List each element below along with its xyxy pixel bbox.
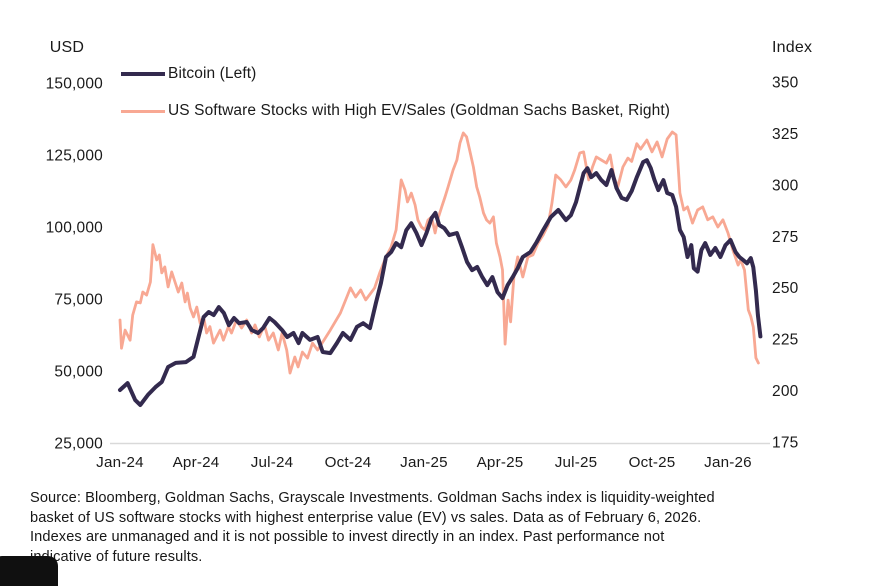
bitcoin-line-series: [118, 158, 763, 407]
right-axis-title: Index: [772, 39, 813, 56]
legend-label-bitcoin: Bitcoin (Left): [168, 65, 257, 82]
right-axis-tick-label: 200: [772, 383, 799, 400]
source-note-line: indicative of future results.: [30, 548, 203, 565]
source-note: Source: Bloomberg, Goldman Sachs, Graysc…: [30, 489, 870, 567]
x-axis-tick-label: Jul-24: [251, 454, 294, 471]
left-axis-tick-label: 150,000: [46, 76, 104, 93]
corner-tab: [0, 556, 58, 586]
left-axis-tick-label: 50,000: [54, 364, 103, 381]
x-axis-tick-label: Jan-25: [400, 454, 448, 471]
right-axis-tick-label: 275: [772, 229, 798, 246]
right-axis-tick-label: 250: [772, 280, 799, 297]
bitcoin-line-swatch-icon: [121, 71, 165, 77]
source-note-line: Indexes are unmanaged and it is not poss…: [30, 529, 665, 545]
right-axis-tick-label: 350: [772, 75, 799, 92]
right-axis-tick-label: 225: [772, 332, 798, 349]
x-axis-tick-label: Jan-24: [96, 454, 144, 471]
left-axis-tick-label: 100,000: [46, 220, 104, 237]
x-axis-tick-label: Oct-24: [325, 454, 372, 471]
left-axis-tick-label: 125,000: [46, 148, 104, 165]
x-axis-tick-label: Apr-24: [173, 454, 220, 471]
legend-label-software: US Software Stocks with High EV/Sales (G…: [168, 102, 671, 119]
legend-item-bitcoin: Bitcoin (Left): [121, 65, 257, 82]
left-axis-title: USD: [49, 39, 85, 56]
source-note-line: basket of US software stocks with highes…: [30, 509, 702, 526]
software-line-series: [118, 130, 760, 375]
software-line-swatch-icon: [121, 109, 165, 113]
x-axis-tick-label: Jan-26: [704, 454, 752, 471]
x-axis-tick-label: Oct-25: [629, 454, 676, 471]
right-axis-tick-label: 175: [772, 435, 798, 452]
left-axis-tick-label: 75,000: [54, 292, 103, 309]
page: { "left_axis_title": "USD", "right_axis_…: [0, 39, 870, 586]
source-note-line: Source: Bloomberg, Goldman Sachs, Graysc…: [30, 490, 715, 506]
right-axis-tick-label: 300: [772, 177, 799, 194]
legend-item-software: US Software Stocks with High EV/Sales (G…: [121, 102, 671, 119]
left-axis-tick-label: 25,000: [54, 436, 103, 453]
right-axis-tick-label: 325: [772, 126, 798, 143]
x-axis-tick-label: Jul-25: [555, 454, 598, 471]
dual-axis-line-chart: 150,000 125,000 100,000 75,000 50,000 25,000 3…: [46, 75, 799, 472]
x-axis-tick-label: Apr-25: [477, 454, 524, 471]
